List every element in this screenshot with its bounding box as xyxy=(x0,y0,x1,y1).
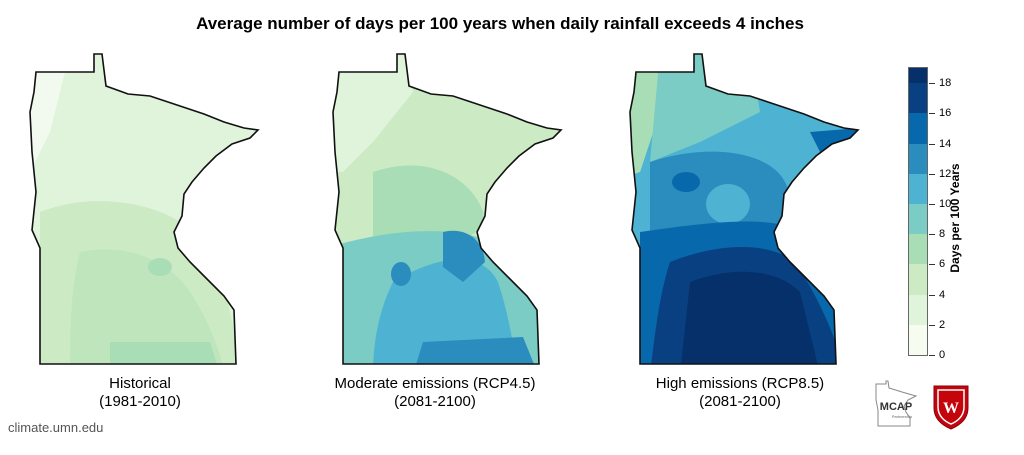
caption-historical: Historical (1981-2010) xyxy=(10,375,270,411)
map-rcp45 xyxy=(313,52,573,374)
colorbar-segment xyxy=(909,143,927,174)
colorbar-tick xyxy=(929,83,935,85)
colorbar-tick-label: 2 xyxy=(939,318,946,331)
caption-period: (2081-2100) xyxy=(699,393,781,410)
mcap-logo-text: MCAP xyxy=(880,401,912,413)
uw-crest-letter: W xyxy=(943,400,959,417)
colorbar-segment xyxy=(909,83,927,114)
colorbar-tick-label: 18 xyxy=(939,77,952,90)
mcap-logo-subtext: Partnership xyxy=(892,414,913,419)
colorbar-tick-label: 4 xyxy=(939,288,946,301)
caption-label: Historical xyxy=(109,375,171,392)
caption-label: Moderate emissions (RCP4.5) xyxy=(334,375,536,392)
colorbar-segment xyxy=(909,264,927,295)
caption-label: High emissions (RCP8.5) xyxy=(655,375,825,392)
colorbar-tick xyxy=(929,234,935,236)
colorbar-segment xyxy=(909,324,927,355)
colorbar-segment xyxy=(909,68,927,84)
caption-rcp45: Moderate emissions (RCP4.5) (2081-2100) xyxy=(305,375,565,411)
caption-rcp85: High emissions (RCP8.5) (2081-2100) xyxy=(610,375,870,411)
colorbar-tick-label: 16 xyxy=(939,107,952,120)
uw-crest-logo: W xyxy=(933,385,969,430)
colorbar-tick-label: 10 xyxy=(939,197,952,210)
colorbar-tick xyxy=(929,264,935,266)
caption-period: (2081-2100) xyxy=(394,393,476,410)
mcap-logo: MCAP Partnership xyxy=(875,380,918,427)
colorbar xyxy=(908,67,928,356)
colorbar-tick xyxy=(929,203,935,205)
colorbar-tick xyxy=(929,173,935,175)
colorbar-segment xyxy=(909,294,927,325)
colorbar-tick-label: 12 xyxy=(939,167,952,180)
map-rcp85 xyxy=(610,52,870,374)
colorbar-tick xyxy=(929,324,935,326)
colorbar-title: Days per 100 Years xyxy=(948,163,962,273)
colorbar-tick xyxy=(929,113,935,115)
figure-title: Average number of days per 100 years whe… xyxy=(196,14,804,33)
colorbar-tick-label: 14 xyxy=(939,137,952,150)
colorbar-tick xyxy=(929,355,935,356)
colorbar-tick-label: 6 xyxy=(939,258,946,271)
colorbar-tick-label: 8 xyxy=(939,228,946,241)
colorbar-segment xyxy=(909,203,927,235)
colorbar-tick xyxy=(929,294,935,296)
colorbar-tick xyxy=(929,143,935,145)
caption-period: (1981-2010) xyxy=(99,393,181,410)
credit-text: climate.umn.edu xyxy=(8,420,104,435)
colorbar-segment xyxy=(909,173,927,204)
colorbar-segment xyxy=(909,113,927,144)
colorbar-tick-label: 0 xyxy=(939,349,946,361)
colorbar-segment xyxy=(909,234,927,265)
map-historical xyxy=(10,52,270,374)
